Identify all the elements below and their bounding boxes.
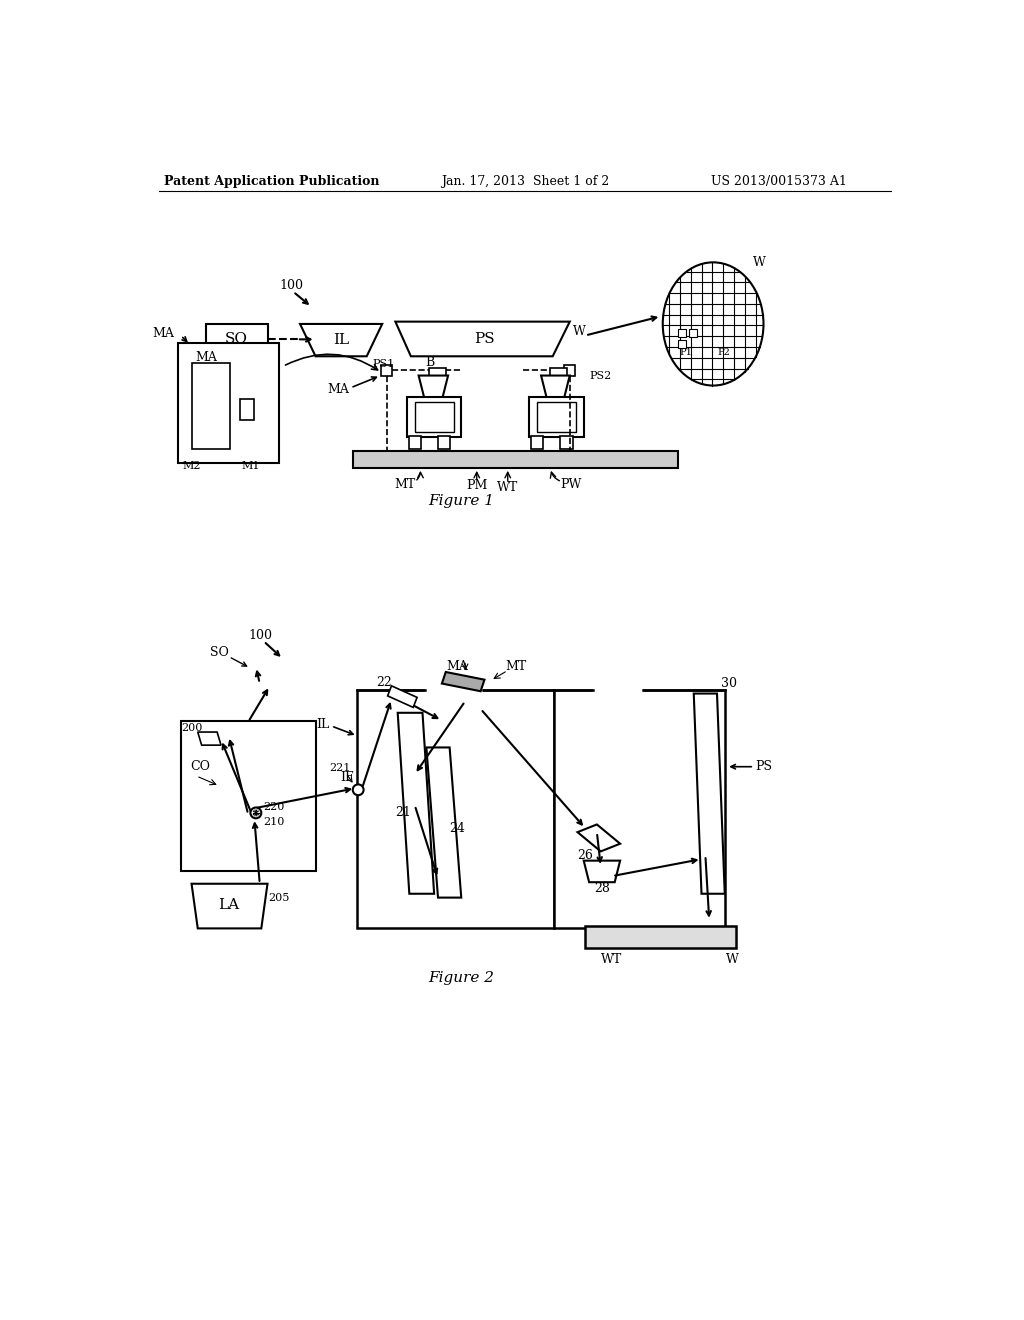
Text: IF: IF — [341, 771, 354, 784]
Polygon shape — [541, 376, 569, 397]
Text: 220: 220 — [263, 801, 285, 812]
Text: LA: LA — [218, 899, 240, 912]
Polygon shape — [578, 825, 621, 851]
Bar — [554, 689, 725, 928]
Bar — [429, 368, 445, 376]
Bar — [531, 436, 544, 449]
Text: P2: P2 — [717, 348, 730, 356]
Polygon shape — [584, 861, 621, 882]
Text: WT: WT — [497, 480, 518, 494]
Circle shape — [352, 784, 364, 795]
Bar — [241, 399, 254, 420]
Bar — [550, 368, 567, 376]
Text: IL: IL — [316, 718, 330, 731]
Text: PS1: PS1 — [372, 359, 394, 370]
Polygon shape — [419, 376, 449, 397]
Text: 22: 22 — [376, 676, 391, 689]
Text: 26: 26 — [578, 849, 593, 862]
Text: Jan. 17, 2013  Sheet 1 of 2: Jan. 17, 2013 Sheet 1 of 2 — [440, 176, 609, 187]
Text: M2: M2 — [182, 462, 201, 471]
Text: 210: 210 — [263, 817, 285, 828]
Bar — [529, 397, 584, 437]
Bar — [438, 436, 451, 449]
Text: W: W — [726, 953, 739, 966]
Bar — [538, 403, 575, 432]
Text: 21: 21 — [395, 807, 411, 820]
Polygon shape — [300, 323, 382, 356]
Bar — [689, 330, 697, 337]
Text: SO: SO — [210, 647, 229, 659]
Text: MA: MA — [327, 383, 349, 396]
Text: SO: SO — [225, 333, 248, 346]
Text: Patent Application Publication: Patent Application Publication — [164, 176, 379, 187]
Bar — [407, 397, 461, 437]
Text: MA: MA — [446, 660, 468, 673]
Text: MT: MT — [395, 478, 416, 491]
Bar — [678, 341, 686, 348]
Text: WT: WT — [601, 953, 622, 966]
Text: CO: CO — [190, 760, 210, 774]
Bar — [586, 927, 736, 948]
Bar — [206, 323, 267, 355]
Bar — [191, 363, 230, 449]
Text: Figure 1: Figure 1 — [428, 494, 495, 508]
Text: M1: M1 — [242, 462, 260, 471]
Text: 100: 100 — [248, 630, 272, 643]
Bar — [356, 689, 554, 928]
Polygon shape — [693, 693, 725, 894]
Bar — [564, 364, 575, 376]
Text: PS: PS — [474, 333, 495, 346]
Text: US 2013/0015373 A1: US 2013/0015373 A1 — [711, 176, 847, 187]
Text: PW: PW — [560, 478, 582, 491]
Circle shape — [251, 808, 261, 818]
Text: 28: 28 — [594, 882, 610, 895]
Text: Figure 2: Figure 2 — [428, 972, 495, 986]
Text: 30: 30 — [721, 677, 736, 690]
Text: IL: IL — [333, 333, 349, 347]
Text: MA: MA — [196, 351, 217, 363]
Text: MT: MT — [505, 660, 526, 673]
Text: PS: PS — [756, 760, 773, 774]
Bar — [560, 436, 572, 449]
Bar — [593, 686, 643, 693]
Text: B: B — [426, 356, 435, 370]
Bar — [180, 721, 316, 871]
Text: 221: 221 — [329, 763, 350, 774]
Bar — [381, 364, 392, 376]
Text: 200: 200 — [181, 723, 203, 733]
Text: 24: 24 — [450, 822, 465, 834]
Polygon shape — [198, 733, 221, 744]
Polygon shape — [191, 884, 267, 928]
Polygon shape — [388, 686, 417, 708]
Polygon shape — [395, 322, 569, 356]
Text: PM: PM — [466, 479, 487, 492]
Ellipse shape — [663, 263, 764, 385]
Bar — [352, 451, 678, 469]
Text: P1: P1 — [680, 348, 692, 356]
Bar — [678, 330, 686, 337]
Bar — [178, 343, 280, 462]
Polygon shape — [442, 672, 484, 692]
Bar — [409, 436, 421, 449]
Text: W: W — [573, 325, 587, 338]
Bar — [425, 686, 483, 693]
Text: MA: MA — [153, 327, 174, 341]
Polygon shape — [397, 713, 434, 894]
Bar — [415, 403, 454, 432]
Text: 100: 100 — [280, 279, 303, 292]
Text: W: W — [754, 256, 766, 269]
Text: PS2: PS2 — [589, 371, 611, 380]
Text: 205: 205 — [268, 892, 290, 903]
Polygon shape — [426, 747, 461, 898]
